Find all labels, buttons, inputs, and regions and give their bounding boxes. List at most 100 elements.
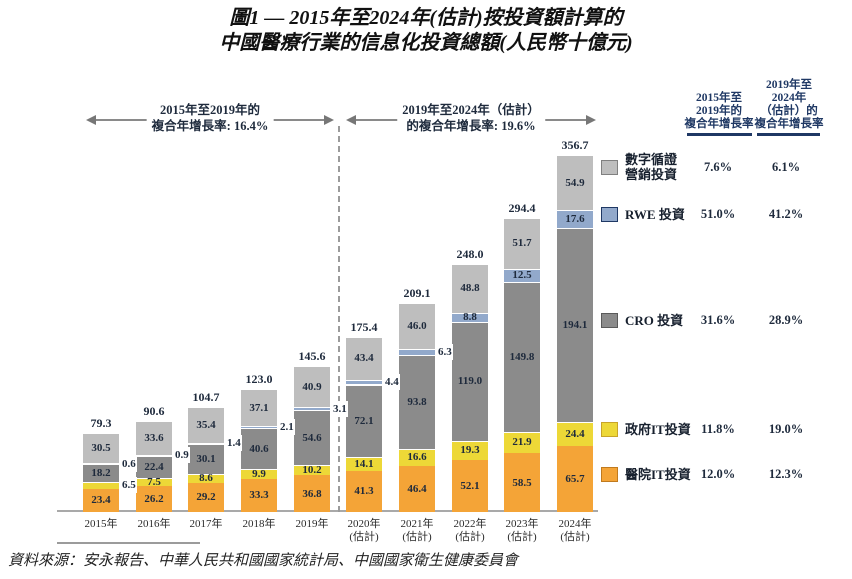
cagr-annotation-2019-2024: 2019年至2024年（估計） 的複合年增長率: 19.6% (346, 101, 596, 141)
cagr-column2-underline (757, 133, 820, 136)
value-label-hospital-it: 58.5 (512, 476, 532, 489)
legend-item: CRO 投資 (601, 303, 683, 337)
arrow-right-icon (586, 115, 596, 125)
value-label-cro: 30.1 (196, 453, 216, 466)
value-label-digital-evidence-marketing: 54.9 (565, 176, 585, 189)
value-label-rwe: 8.8 (463, 311, 477, 324)
segment-cro (188, 444, 224, 475)
stacked-bar-2023: 58.5 21.9 149.8 12.5 51.7 (504, 217, 540, 512)
segment-digital-evidence-marketing (241, 389, 277, 427)
cagr-2019-2024-value: 41.2% (768, 207, 804, 221)
x-axis-label: 2015年 (84, 518, 118, 530)
annotation-line1: 2015年至2019年的 (159, 103, 261, 117)
chart-title-line1: 圖1 — 2015年至2024年(估計)按投資額計算的 (229, 7, 623, 29)
value-label-rwe: 0.6 (121, 455, 137, 472)
cagr-2019-2024-value: 19.0% (768, 422, 804, 436)
segment-hospital-it (452, 459, 488, 512)
arrow-left-icon (346, 115, 356, 125)
annotation-line1: 2019年至2024年（估計） (402, 103, 540, 117)
segment-cro (452, 321, 488, 441)
value-label-rwe: 6.3 (437, 344, 453, 361)
value-label-digital-evidence-marketing: 35.4 (196, 418, 216, 431)
stacked-bar-2016: 26.2 7.5 22.4 33.6 (136, 421, 172, 512)
value-label-cro: 72.1 (354, 414, 374, 427)
total-label: 104.7 (192, 390, 220, 405)
value-label-cro: 22.4 (144, 461, 164, 474)
value-label-digital-evidence-marketing: 37.1 (249, 401, 269, 414)
value-label-digital-evidence-marketing: 43.4 (354, 352, 374, 365)
annotation-line2: 的複合年增長率: 19.6% (406, 119, 536, 133)
value-label-rwe: 0.9 (174, 447, 190, 464)
value-label-government-it: 21.9 (512, 436, 532, 449)
total-label: 175.4 (350, 319, 378, 334)
segment-digital-evidence-marketing (557, 155, 593, 211)
stacked-bar-2021: 46.4 16.6 93.8 46.0 (399, 302, 435, 512)
stacked-bar-2022: 52.1 19.3 119.0 8.8 48.8 (452, 264, 488, 512)
legend-item: 數字循證 營銷投資 (601, 150, 677, 184)
stacked-bar-2024: 65.7 24.4 194.1 17.6 54.9 (557, 155, 593, 512)
value-label-rwe: 17.6 (565, 212, 585, 225)
cagr-annotation-text: 2015年至2019年的 複合年增長率: 16.4% (146, 102, 274, 134)
value-label-rwe: 1.4 (226, 435, 242, 452)
segment-digital-evidence-marketing (83, 432, 119, 464)
segment-hospital-it (294, 475, 330, 512)
segment-rwe (504, 269, 540, 282)
segment-government-it (557, 421, 593, 447)
value-label-government-it: 8.6 (199, 472, 213, 485)
total-label: 356.7 (561, 138, 589, 153)
segment-hospital-it (399, 465, 435, 512)
stacked-bar-2015: 23.4 18.2 30.5 (83, 432, 119, 512)
source-note: 資料來源：安永報告、中華人民共和國國家統計局、中國國家衛生健康委員會 (8, 553, 519, 569)
cagr-2019-2024-value: 28.9% (768, 313, 804, 327)
legend-label: CRO 投資 (625, 312, 684, 328)
x-axis-label: 2023年 (估計) (505, 518, 539, 543)
segment-rwe (241, 426, 277, 429)
legend-label: RWE 投資 (625, 206, 685, 222)
value-label-hospital-it: 41.3 (354, 485, 374, 498)
arrow-left-icon (86, 115, 96, 125)
cagr-2015-2019-value: 7.6% (703, 160, 733, 174)
segment-hospital-it (241, 478, 277, 512)
value-label-government-it: 16.6 (407, 451, 427, 464)
x-axis-label: 2018年 (242, 518, 276, 530)
value-label-government-it: 9.9 (252, 467, 266, 480)
segment-digital-evidence-marketing (399, 302, 435, 349)
value-label-rwe: 4.4 (384, 374, 400, 391)
cagr-2015-2019-value: 31.6% (700, 313, 736, 327)
segment-government-it (294, 465, 330, 476)
segment-cro (504, 281, 540, 432)
legend-swatch-icon (601, 466, 618, 482)
value-label-hospital-it: 33.3 (249, 489, 269, 502)
segment-digital-evidence-marketing (504, 217, 540, 270)
total-label: 123.0 (245, 372, 273, 386)
cagr-2019-2024-value: 6.1% (771, 160, 801, 174)
stacked-bar-2019: 36.8 10.2 54.6 40.9 (294, 366, 330, 512)
value-label-government-it: 24.4 (565, 428, 585, 441)
value-label-cro: 54.6 (302, 431, 322, 444)
segment-government-it (83, 482, 119, 489)
legend-label: 政府IT投資 (625, 421, 691, 437)
total-label: 294.4 (508, 200, 536, 215)
value-label-digital-evidence-marketing: 30.5 (91, 442, 111, 455)
value-label-hospital-it: 23.4 (91, 494, 111, 507)
value-label-hospital-it: 29.2 (196, 491, 216, 504)
x-axis-label: 2024年 (估計) (558, 518, 592, 543)
cagr-2019-2024-value: 12.3% (768, 467, 804, 481)
value-label-cro: 194.1 (562, 318, 588, 331)
segment-rwe (557, 210, 593, 228)
segment-government-it (452, 440, 488, 460)
annotation-line2: 複合年增長率: 16.4% (151, 119, 269, 133)
value-label-government-it: 10.2 (302, 464, 322, 477)
segment-hospital-it (346, 470, 382, 512)
value-label-digital-evidence-marketing: 33.6 (144, 432, 164, 445)
segment-cro (557, 227, 593, 422)
segment-digital-evidence-marketing (136, 421, 172, 455)
value-label-government-it: 19.3 (460, 444, 480, 457)
cagr-2015-2019-value: 11.8% (701, 422, 735, 436)
period-divider-dashed-line (338, 126, 340, 512)
segment-digital-evidence-marketing (346, 336, 382, 381)
x-axis-label: 2017年 (189, 518, 223, 530)
cagr-column2-header: 2019年至 2024年 （估計）的 複合年增長率 (754, 79, 824, 130)
segment-hospital-it (504, 453, 540, 512)
value-label-government-it: 14.1 (354, 457, 374, 470)
